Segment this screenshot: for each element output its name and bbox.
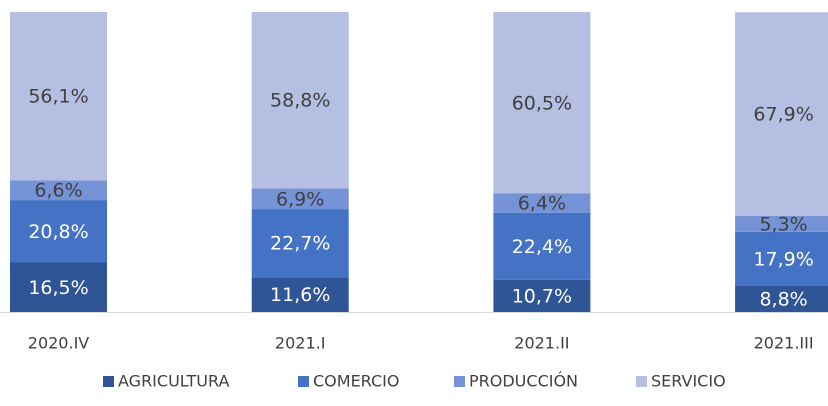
legend-label: AGRICULTURA xyxy=(118,372,229,391)
data-label: 67,9% xyxy=(753,104,813,126)
data-label: 11,6% xyxy=(270,284,330,306)
x-tick-label: 2021.I xyxy=(275,334,326,353)
bar-segment xyxy=(493,279,591,312)
data-label: 56,1% xyxy=(28,86,88,108)
data-label: 17,9% xyxy=(753,248,813,270)
bar-segment xyxy=(735,216,828,232)
data-label: 6,4% xyxy=(518,193,566,215)
data-label: 10,7% xyxy=(512,285,572,307)
bar-segment xyxy=(251,277,349,312)
legend-label: PRODUCCIÓN xyxy=(469,372,578,391)
bar-segment xyxy=(493,12,591,194)
data-label: 6,9% xyxy=(276,188,324,210)
bar-segment xyxy=(10,12,107,181)
data-label: 22,4% xyxy=(512,236,572,258)
legend-swatch xyxy=(298,376,309,387)
bar-segment xyxy=(493,212,591,280)
legend-swatch xyxy=(454,376,465,387)
legend-swatch xyxy=(636,376,647,387)
data-label: 5,3% xyxy=(759,213,807,235)
legend-label: COMERCIO xyxy=(313,372,399,391)
data-label: 16,5% xyxy=(28,277,88,299)
bar-segment xyxy=(10,262,107,312)
data-label: 6,6% xyxy=(34,180,82,202)
legend-label: SERVICIO xyxy=(651,372,726,391)
bar-segment xyxy=(735,231,828,286)
data-label: 22,7% xyxy=(270,233,330,255)
data-label: 20,8% xyxy=(28,221,88,243)
bar-segment xyxy=(251,188,349,210)
bar-segment xyxy=(10,180,107,201)
bar-segment xyxy=(251,209,349,278)
bar-segment xyxy=(735,285,828,312)
bar-segment xyxy=(493,193,591,213)
data-label: 58,8% xyxy=(270,90,330,112)
x-tick-label: 2020.IV xyxy=(28,334,90,353)
data-label: 8,8% xyxy=(759,288,807,310)
x-tick-label: 2021.III xyxy=(754,334,814,353)
bar-segment xyxy=(10,200,107,263)
bar-segment xyxy=(735,12,828,216)
bar-segment xyxy=(251,12,349,189)
data-label: 60,5% xyxy=(512,92,572,114)
x-tick-label: 2021.II xyxy=(514,334,569,353)
legend-swatch xyxy=(103,376,114,387)
